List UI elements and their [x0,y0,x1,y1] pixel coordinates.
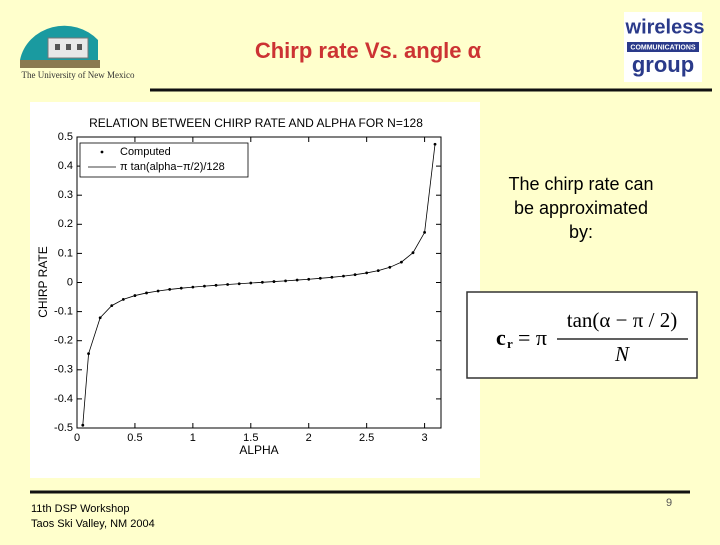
y-tick-label: 0 [67,276,73,288]
y-tick-label: 0.3 [58,189,73,201]
body-text: be approximated [514,198,648,218]
formula-box [466,291,698,379]
formula-denominator: N [614,342,630,366]
legend-box [79,142,249,178]
body-text: The chirp rate can [508,174,653,194]
x-tick-label: 1.5 [243,432,258,444]
x-tick-label: 0.5 [127,432,142,444]
y-tick-label: 0.4 [58,160,73,172]
legend-label: Computed [120,146,171,158]
x-tick-label: 1 [190,432,196,444]
formula-numerator: tan(α − π / 2) [567,308,677,332]
y-tick-label: 0.1 [58,247,73,259]
formula-subscript: r [507,336,513,351]
formula-eq: = π [518,325,547,350]
wireless-logo: wireless COMMUNICATIONS group [624,12,704,82]
legend-label: π tan(alpha−π/2)/128 [120,161,225,173]
logo-text: COMMUNICATIONS [630,44,696,51]
logo-text: group [632,52,694,77]
y-axis-label: CHIRP RATE [36,246,50,318]
legend-swatch [100,150,104,154]
logo-text: wireless [625,16,705,38]
x-tick-label: 2 [306,432,312,444]
y-tick-label: 0.2 [58,218,73,230]
unm-logo: The University of New Mexico [20,25,135,80]
footer-text: Taos Ski Valley, NM 2004 [31,518,155,530]
y-tick-label: -0.4 [54,393,73,405]
body-text: by: [569,222,593,242]
y-tick-label: -0.1 [54,306,73,318]
plot: 0 0.5 1 1.5 2 2.5 3 -0.5 -0.4 -0.3 -0.2 -0.1 0 0.1 0.2… [54,131,442,444]
logo-text: The University of New Mexico [22,70,135,80]
y-tick-label: -0.5 [54,422,73,434]
data-line [82,144,436,426]
formula: c r = π tan(α − π / 2) N [466,291,698,379]
x-tick-label: 2.5 [359,432,374,444]
x-tick-label: 0 [74,432,80,444]
footer-text: 11th DSP Workshop [31,503,129,515]
x-tick-label: 3 [422,432,428,444]
slide-title: Chirp rate Vs. angle α [255,38,482,63]
formula-lhs: c [496,325,506,350]
x-axis-label: ALPHA [239,443,278,457]
page-number: 9 [666,497,672,509]
y-tick-label: -0.2 [54,335,73,347]
chart-title: RELATION BETWEEN CHIRP RATE AND ALPHA FO… [89,116,423,130]
y-tick-label: -0.3 [54,364,73,376]
y-tick-label: 0.5 [58,131,73,143]
